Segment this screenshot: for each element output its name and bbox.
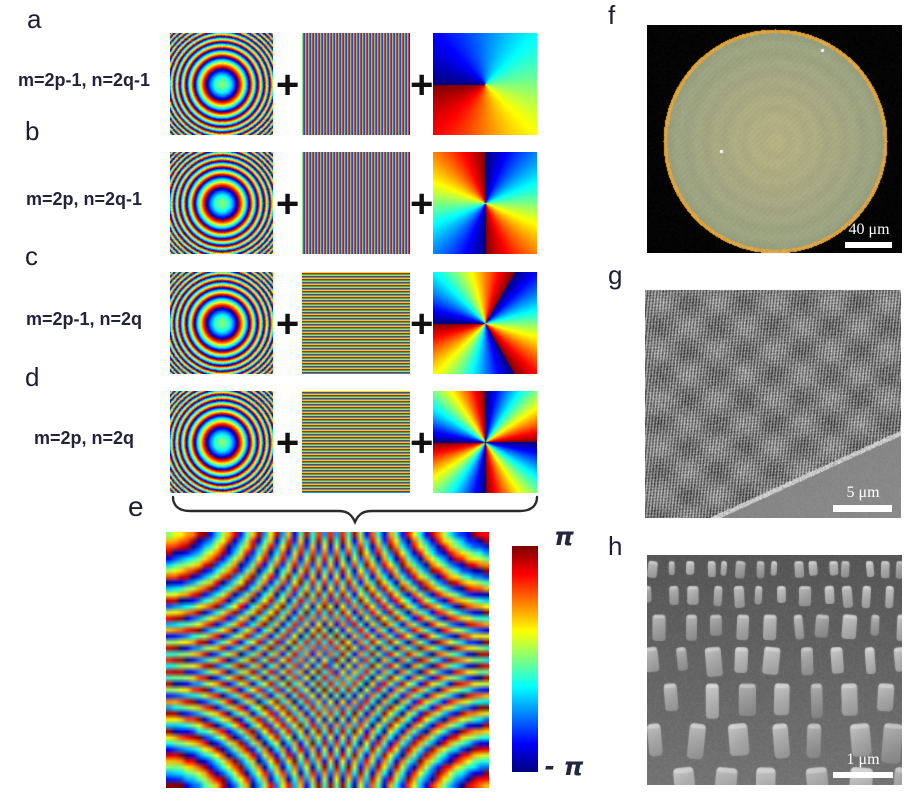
panel-label-d: d	[25, 362, 40, 392]
optical-micrograph-panel: 40 μm	[647, 25, 902, 253]
panel-label-h: h	[608, 531, 623, 561]
grating-phase-image-b	[302, 152, 410, 254]
fresnel-phase-image-b	[170, 152, 273, 254]
vortex-phase-image-d	[433, 391, 537, 493]
sem-closeup-panel: 1 μm	[647, 555, 902, 785]
fresnel-phase-image-a	[170, 33, 273, 135]
sem-array-image	[645, 290, 901, 518]
scale-bar-label-g: 5 μm	[846, 484, 880, 501]
underbrace	[171, 495, 539, 525]
plus-operator: +	[275, 421, 300, 465]
combined-phase-image	[166, 532, 489, 788]
panel-label-c: c	[25, 241, 38, 271]
formula-b: m=2p, n=2q-1	[25, 189, 143, 209]
plus-operator: +	[275, 182, 300, 226]
formula-a: m=2p-1, n=2q-1	[17, 70, 151, 90]
vortex-phase-image-b	[433, 152, 537, 254]
vortex-phase-image-a	[433, 33, 537, 135]
sem-closeup-image	[647, 555, 902, 785]
plus-operator: +	[410, 302, 434, 346]
plus-operator: +	[410, 63, 434, 107]
panel-label-e: e	[128, 491, 144, 522]
scale-bar-h	[833, 772, 893, 778]
grating-phase-image-c	[302, 272, 410, 374]
scale-bar-g	[833, 505, 892, 512]
panel-label-a: a	[27, 4, 42, 34]
panel-label-b: b	[25, 116, 40, 146]
colorbar-max-label: π	[554, 522, 574, 551]
formula-d: m=2p, n=2q	[33, 428, 135, 448]
scale-bar-label-h: 1 μm	[846, 751, 880, 768]
vortex-phase-image-c	[433, 272, 537, 374]
panel-label-g: g	[608, 260, 623, 290]
grating-phase-image-d	[302, 391, 410, 493]
scale-bar-f	[845, 242, 892, 248]
grating-phase-image-a	[302, 33, 410, 135]
panel-label-f: f	[608, 0, 616, 30]
formula-c: m=2p-1, n=2q	[25, 309, 143, 329]
fresnel-phase-image-c	[170, 272, 273, 374]
colorbar	[512, 546, 538, 772]
plus-operator: +	[275, 302, 300, 346]
colorbar-min-label: - π	[544, 752, 584, 781]
optical-micrograph-image	[647, 25, 902, 253]
plus-operator: +	[410, 182, 434, 226]
fresnel-phase-image-d	[170, 391, 273, 493]
plus-operator: +	[410, 421, 434, 465]
sem-array-panel: 5 μm	[645, 290, 901, 518]
scale-bar-label-f: 40 μm	[848, 221, 890, 238]
plus-operator: +	[275, 63, 300, 107]
